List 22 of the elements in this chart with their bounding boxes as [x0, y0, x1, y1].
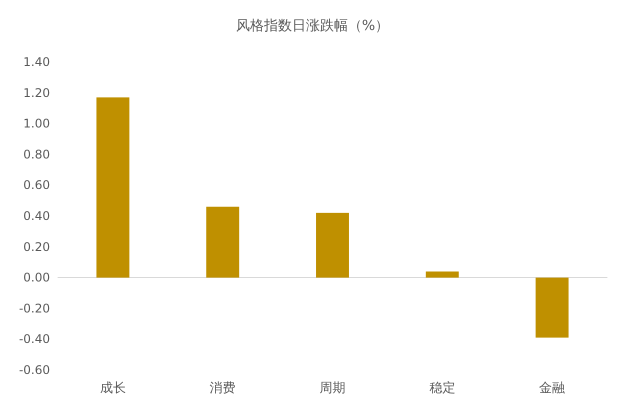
- bar: [96, 97, 130, 278]
- x-tick-label: 成长: [100, 381, 126, 396]
- y-tick-label: -0.20: [18, 301, 50, 316]
- x-tick-label: 金融: [539, 381, 566, 396]
- x-tick-label: 稳定: [429, 381, 456, 396]
- y-tick-label: -0.40: [18, 332, 50, 346]
- y-tick-label: 0.00: [23, 270, 50, 285]
- bar: [206, 206, 240, 278]
- bar: [316, 212, 349, 278]
- y-tick-label: 1.20: [23, 86, 50, 100]
- bar: [426, 271, 459, 278]
- y-tick-label: 0.60: [23, 178, 50, 192]
- x-tick-label: 消费: [210, 381, 236, 396]
- x-tick-label: 周期: [320, 381, 346, 396]
- y-tick-label: 0.40: [23, 209, 50, 223]
- chart-title: 风格指数日涨跌幅（%）: [236, 18, 390, 34]
- y-tick-label: 0.80: [23, 147, 50, 162]
- y-tick-label: -0.60: [18, 363, 50, 377]
- y-tick-label: 1.40: [23, 55, 50, 69]
- y-tick-label: 1.00: [23, 116, 50, 131]
- bar: [536, 278, 569, 338]
- y-tick-label: 0.20: [23, 240, 50, 254]
